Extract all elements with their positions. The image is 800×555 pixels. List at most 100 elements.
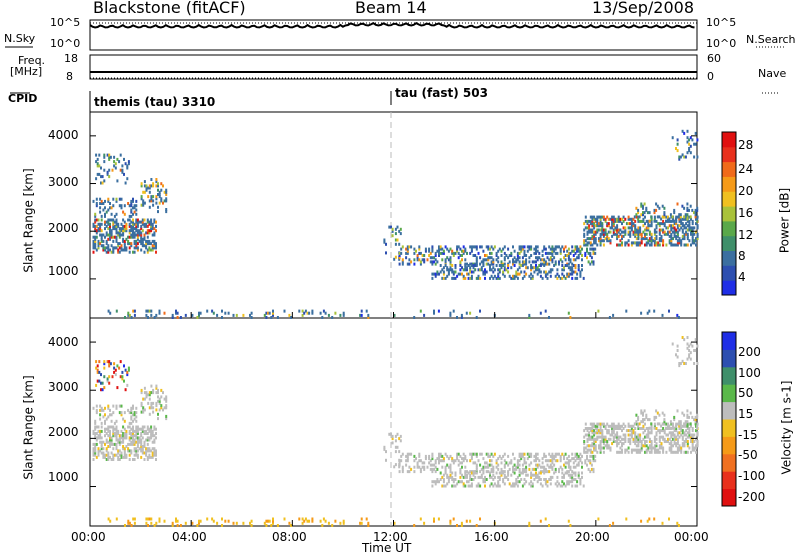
power-cell: [113, 220, 116, 224]
colorbar-swatch: [722, 401, 736, 420]
power-cell: [598, 222, 600, 226]
power-cell: [490, 245, 493, 249]
velocity-cell: [418, 465, 421, 469]
velocity-cell: [424, 457, 427, 461]
power-cell: [104, 220, 106, 224]
velocity-cell: [621, 424, 623, 428]
power-cell: [456, 245, 459, 249]
velocity-cell: [606, 442, 609, 446]
power-cell: [544, 270, 547, 274]
velocity-cell: [141, 447, 144, 451]
power-cell: [528, 247, 531, 251]
power-cell: [454, 266, 457, 270]
velocity-cell: [694, 338, 697, 342]
power-cell: [688, 215, 691, 219]
power-cell: [593, 230, 596, 234]
power-cell: [567, 258, 570, 262]
velocity-cell: [640, 446, 643, 450]
power-cell: [617, 219, 620, 223]
velocity-cell: [607, 446, 610, 450]
power-cell: [145, 184, 148, 188]
power-cell: [590, 247, 593, 251]
velocity-cell: [591, 442, 594, 446]
power-cell: [479, 256, 482, 260]
power-cell: [647, 222, 650, 226]
velocity-cell: [576, 484, 579, 488]
velocity-cell: [153, 451, 156, 455]
power-cell: [696, 217, 699, 221]
velocity-cell: [528, 452, 531, 456]
power-cell: [155, 197, 158, 201]
velocity-cell: [124, 388, 127, 392]
velocity-cell: [155, 449, 157, 453]
power-cell: [681, 153, 684, 157]
velocity-cell: [528, 454, 531, 458]
power-cell: [165, 197, 168, 201]
velocity-cell: [574, 459, 577, 463]
velocity-cell: [95, 411, 98, 415]
velocity-cell: [342, 521, 345, 525]
velocity-cell: [155, 408, 158, 412]
velocity-cell: [642, 413, 644, 417]
velocity-cell: [153, 427, 156, 431]
velocity-cell: [599, 446, 602, 450]
velocity-cell: [660, 429, 663, 433]
velocity-cell: [602, 424, 605, 428]
velocity-cell: [685, 429, 688, 433]
velocity-cell: [520, 471, 523, 475]
power-cell: [490, 274, 493, 278]
power-cell: [460, 313, 463, 317]
velocity-cell: [691, 437, 694, 441]
velocity-cell: [133, 447, 136, 451]
power-cell: [135, 227, 138, 231]
velocity-cell: [523, 467, 526, 471]
velocity-cell: [140, 447, 143, 451]
velocity-cell: [634, 435, 637, 439]
velocity-cell: [112, 429, 115, 433]
velocity-cell: [135, 453, 138, 457]
velocity-cell: [543, 452, 546, 456]
power-cell: [535, 266, 537, 270]
power-cell: [365, 309, 368, 313]
velocity-cell: [163, 397, 166, 401]
power-cell: [115, 229, 118, 233]
power-cell: [132, 231, 134, 235]
vel-cbar-tick-100: 100: [738, 366, 761, 380]
velocity-cell: [599, 431, 602, 435]
power-cell: [100, 244, 103, 248]
power-cell: [662, 243, 665, 247]
velocity-cell: [135, 411, 138, 415]
power-cell: [449, 266, 452, 270]
velocity-cell: [133, 517, 136, 521]
power-cell: [449, 260, 452, 264]
power-cell: [399, 227, 402, 231]
velocity-cell: [452, 461, 455, 465]
power-cell: [665, 232, 668, 236]
power-cell: [576, 256, 579, 260]
velocity-cell: [503, 459, 506, 463]
power-cell: [663, 213, 666, 217]
power-cell: [690, 230, 692, 234]
velocity-cell: [563, 457, 565, 461]
power-cell: [133, 206, 136, 210]
power-cell: [110, 229, 113, 233]
velocity-cell: [645, 435, 648, 439]
power-cell: [140, 231, 143, 235]
velocity-cell: [452, 517, 455, 521]
velocity-cell: [640, 444, 643, 448]
velocity-cell: [109, 440, 111, 444]
velocity-cell: [642, 437, 645, 441]
velocity-cell: [104, 413, 106, 417]
power-cell: [416, 256, 419, 260]
power-cell: [428, 249, 431, 253]
velocity-cell: [123, 453, 126, 457]
velocity-cell: [479, 463, 482, 467]
power-cell: [158, 190, 161, 194]
power-cell: [685, 226, 688, 230]
power-cell: [410, 245, 413, 249]
velocity-cell: [671, 426, 674, 430]
velocity-cell: [599, 422, 602, 426]
velocity-cell: [135, 440, 138, 444]
power-cell: [118, 242, 121, 246]
velocity-cell: [681, 444, 684, 448]
